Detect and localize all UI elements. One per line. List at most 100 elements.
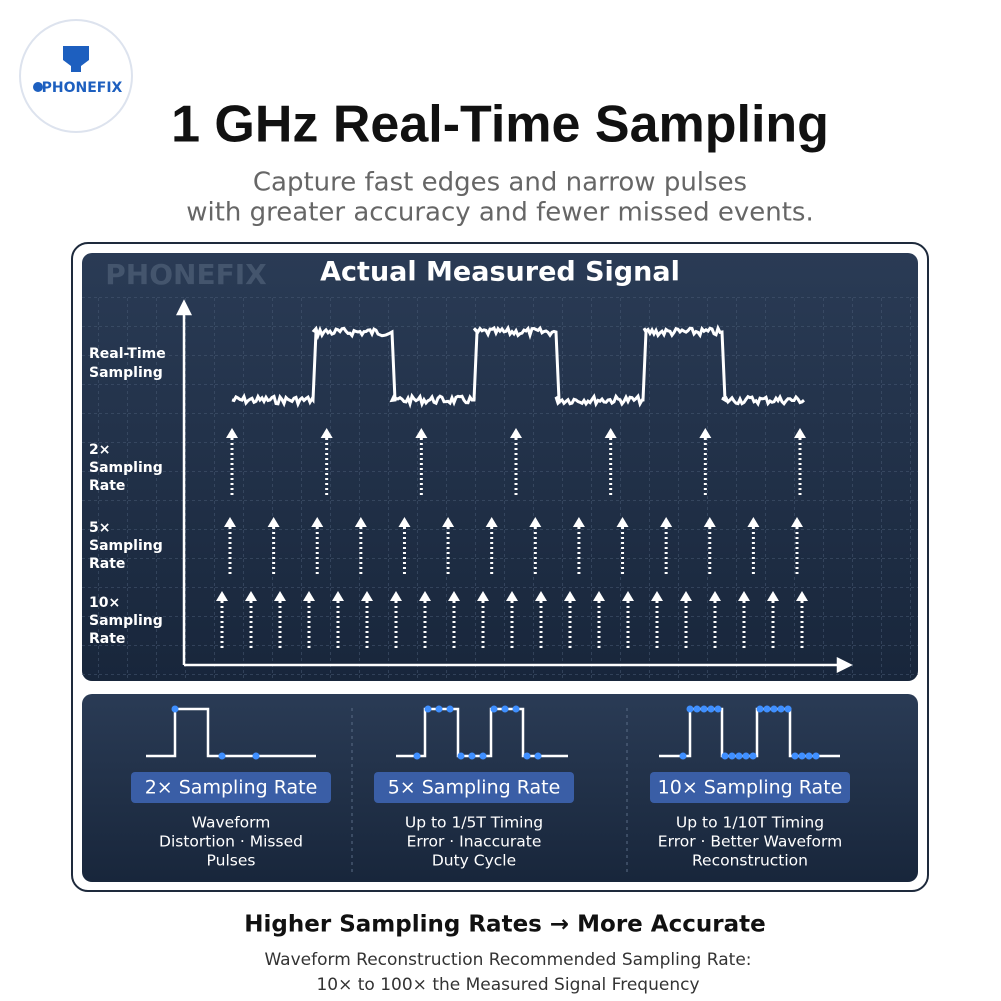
sample-dot [770,705,778,713]
sample-dot [693,705,701,713]
sample-dot [742,752,750,760]
arrow-head [354,517,367,527]
arrow-head [699,428,712,438]
sample-dot [424,705,432,713]
watermark: PHONEFIX [105,258,267,291]
arrow-head [651,591,663,601]
arrow-head [535,591,547,601]
arrow-head [390,591,402,601]
arrow-head [398,517,411,527]
arrow-head [224,517,236,527]
sample-dot [749,752,757,760]
sample-dot [812,752,820,760]
arrow-head [311,517,324,527]
sample-dot [686,705,694,713]
arrow-head [506,591,518,601]
sample-dot [707,705,715,713]
row-label: 10× [89,595,120,611]
row-label: Rate [89,478,125,494]
row-label: Rate [89,556,125,572]
row-label: Real-Time [89,346,166,362]
card-text: Error · Inaccurate [407,833,542,851]
card-text: Error · Better Waveform [658,833,842,851]
logo-text: PHONEFIX [42,80,123,96]
arrow-head [709,591,721,601]
arrow-head [593,591,605,601]
arrow-head [226,428,238,438]
arrow-head [415,428,428,438]
arrow-head [794,428,806,438]
card-text: Waveform [192,814,271,832]
arrow-head [616,517,629,527]
grid [82,296,918,681]
sample-dot [490,705,498,713]
sample-dot [805,752,813,760]
row-label: Sampling [89,460,163,476]
card-text: Duty Cycle [432,852,516,870]
sample-dot [534,752,542,760]
row-label: Sampling [89,613,163,629]
sample-dot [446,705,454,713]
card-text: Reconstruction [692,852,808,870]
sample-dot [252,752,260,760]
sample-dot [721,752,729,760]
arrow-head [485,517,498,527]
sample-dot [218,752,226,760]
title: 1 GHz Real-Time Sampling [171,96,829,154]
subtitle: Capture fast edges and narrow pulses [253,168,747,198]
sample-dot [700,705,708,713]
sample-dot [457,752,465,760]
sample-dot [784,705,792,713]
sample-dot [523,752,531,760]
rate-pill [131,772,331,803]
arrow-head [767,591,779,601]
footer-text: Waveform Reconstruction Recommended Samp… [264,950,751,970]
arrow-head [216,591,228,601]
subtitle: with greater accuracy and fewer missed e… [186,198,814,228]
logo-icon [63,46,89,72]
arrow-head [680,591,692,601]
rate-label: 10× Sampling Rate [658,777,843,799]
panel-title: Actual Measured Signal [320,257,680,288]
sample-dot [679,752,687,760]
sample-dot [435,705,443,713]
arrow-head [747,517,760,527]
sample-dot [714,705,722,713]
arrow-head [245,591,257,601]
arrow-head [448,591,460,601]
arrow-head [796,591,808,601]
arrow-head [320,428,333,438]
sample-dot [763,705,771,713]
sample-dot [791,752,799,760]
footer-text: 10× to 100× the Measured Signal Frequenc… [316,975,699,995]
card-text: Pulses [207,852,256,870]
arrow-head [791,517,803,527]
rate-label: 5× Sampling Rate [388,777,561,799]
card-text: Up to 1/10T Timing [676,814,824,832]
logo-dot [33,82,43,92]
rate-label: 2× Sampling Rate [145,777,318,799]
arrow-head [442,517,455,527]
sample-dot [171,705,179,713]
arrow-head [622,591,634,601]
sample-dot [501,705,509,713]
arrow-head [361,591,373,601]
sample-dot [756,705,764,713]
sample-dot [728,752,736,760]
footer-headline: Higher Sampling Rates → More Accurate [244,912,765,938]
arrow-head [303,591,315,601]
arrow-head [738,591,750,601]
rate-pill [650,772,850,803]
arrow-head [274,591,286,601]
sample-dot [777,705,785,713]
arrow-head [529,517,542,527]
arrow-head [267,517,280,527]
sample-dot [479,752,487,760]
logo-badge [19,19,133,133]
sample-dot [798,752,806,760]
row-label: 5× [89,520,110,536]
arrow-head [660,517,673,527]
arrow-head [419,591,431,601]
arrow-head [564,591,576,601]
